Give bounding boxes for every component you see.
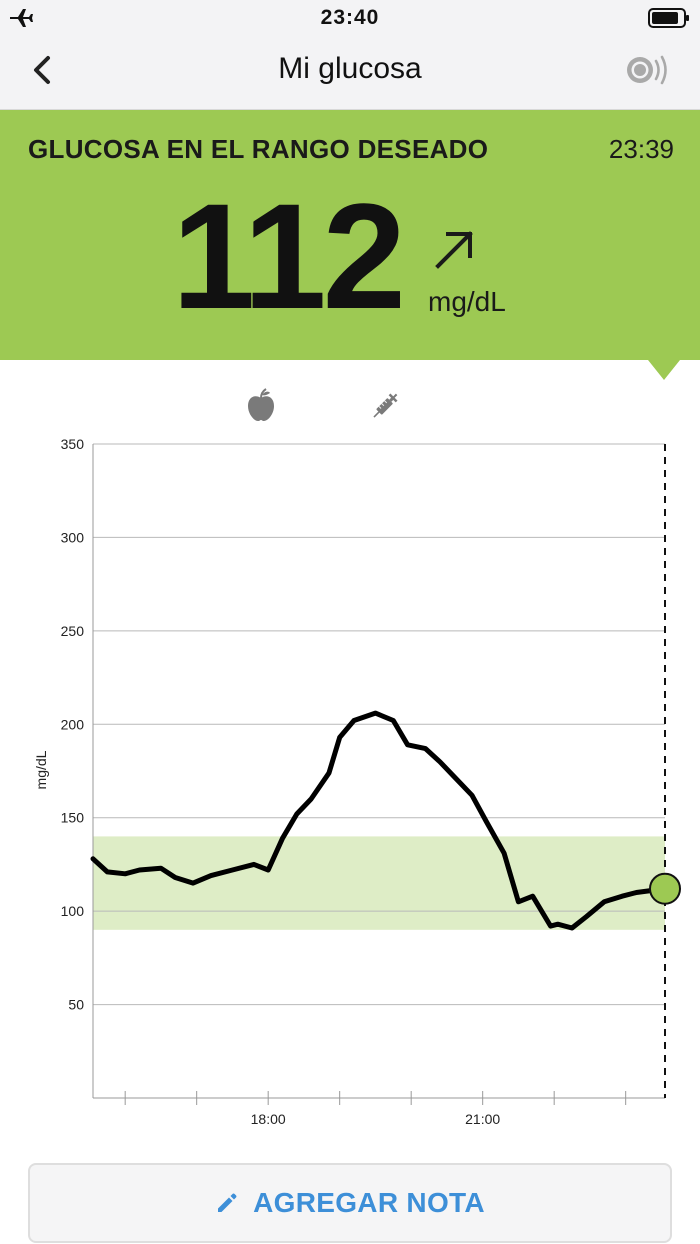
reading-time: 23:39 bbox=[608, 134, 674, 164]
glucose-chart: 50 100 150 200 250 300 350 18:00 21:00 mg/dL bbox=[33, 436, 681, 1127]
sensor-icon[interactable] bbox=[624, 52, 670, 88]
trend-arrow-icon bbox=[435, 231, 473, 269]
airplane-icon bbox=[10, 9, 33, 27]
back-icon[interactable] bbox=[28, 52, 58, 88]
status-time: 23:40 bbox=[320, 6, 380, 29]
current-reading-marker bbox=[649, 872, 681, 905]
y-tick-label: 350 bbox=[61, 436, 85, 452]
x-tick-label: 18:00 bbox=[251, 1111, 286, 1127]
x-tick-label: 21:00 bbox=[465, 1111, 500, 1127]
glucose-banner: GLUCOSA EN EL RANGO DESEADO 23:39 112 mg… bbox=[0, 110, 700, 360]
target-range-band bbox=[93, 836, 665, 930]
add-note-button[interactable]: AGREGAR NOTA bbox=[28, 1163, 672, 1243]
glucose-unit: mg/dL bbox=[428, 286, 506, 317]
nav-bar: Mi glucosa bbox=[0, 40, 700, 110]
apple-icon[interactable] bbox=[246, 388, 276, 422]
banner-pointer bbox=[648, 360, 680, 380]
pencil-icon bbox=[218, 1193, 237, 1212]
glucose-line bbox=[90, 710, 668, 931]
status-bar: 23:40 bbox=[0, 0, 700, 40]
y-axis-label: mg/dL bbox=[33, 750, 49, 789]
page-title: Mi glucosa bbox=[278, 52, 422, 85]
add-note-label: AGREGAR NOTA bbox=[253, 1187, 485, 1218]
y-tick-label: 300 bbox=[61, 529, 85, 545]
glucose-status-label: GLUCOSA EN EL RANGO DESEADO bbox=[28, 134, 489, 164]
y-tick-label: 200 bbox=[61, 716, 85, 732]
y-tick-label: 50 bbox=[68, 997, 84, 1013]
y-tick-label: 250 bbox=[61, 623, 85, 639]
y-tick-label: 150 bbox=[61, 810, 85, 826]
y-tick-label: 100 bbox=[61, 903, 85, 919]
glucose-value: 112 bbox=[172, 172, 406, 340]
battery-icon bbox=[648, 8, 689, 28]
syringe-icon[interactable] bbox=[368, 388, 404, 422]
